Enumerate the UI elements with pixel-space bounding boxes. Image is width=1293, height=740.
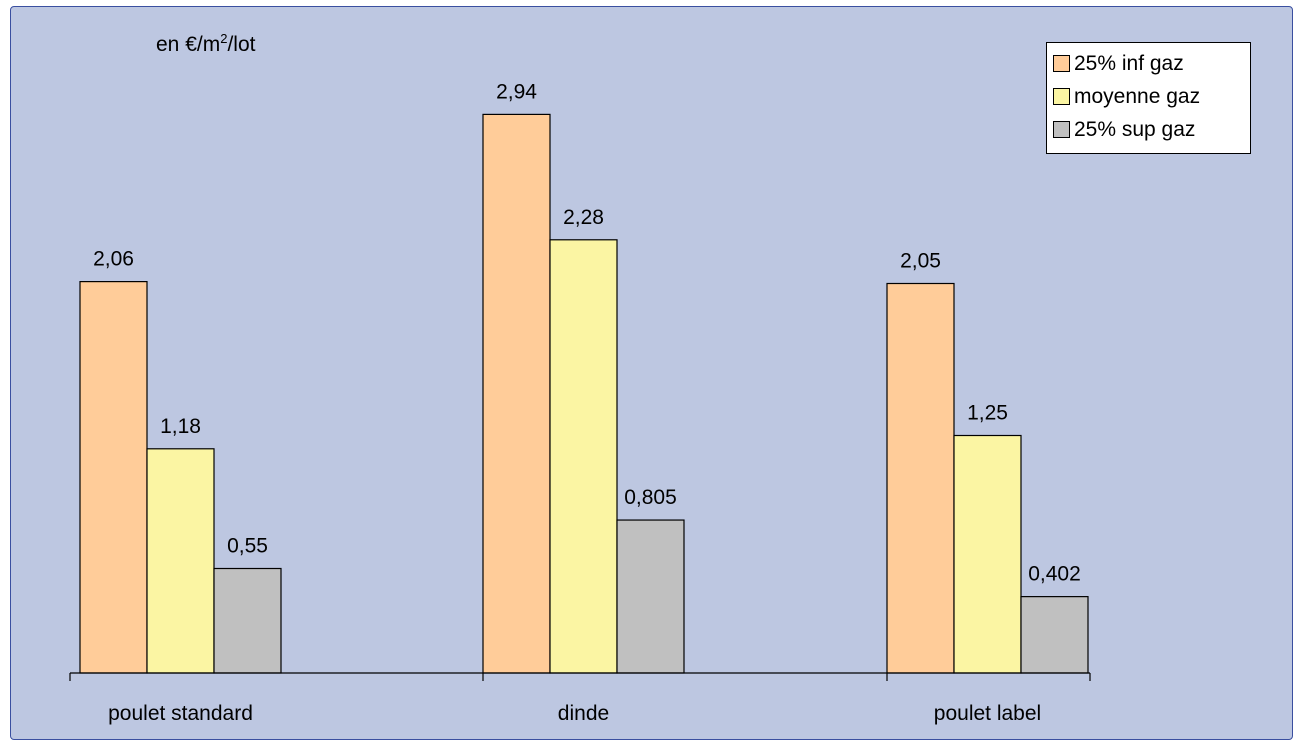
category-label-2: poulet label <box>934 702 1041 725</box>
data-label-1-1: 2,28 <box>563 206 604 229</box>
data-label-2-1: 1,25 <box>967 402 1008 425</box>
unit-label: en €/m2/lot <box>156 31 255 57</box>
bar-2-2 <box>1020 596 1089 674</box>
category-label-1: dinde <box>558 702 609 725</box>
legend-label-0: 25% inf gaz <box>1074 51 1184 75</box>
data-label-0-0: 2,06 <box>93 248 134 271</box>
bar-2-1 <box>953 434 1022 674</box>
legend-swatch-0 <box>1053 55 1070 72</box>
legend-swatch-1 <box>1053 88 1070 105</box>
unit-label-sup: 2 <box>220 31 228 46</box>
bar-1-1 <box>549 239 618 674</box>
bar-0-1 <box>146 448 215 674</box>
data-label-2-2: 0,402 <box>1028 563 1081 586</box>
legend-item-0: 25% inf gaz <box>1053 47 1244 80</box>
unit-label-prefix: en €/m <box>156 33 221 56</box>
category-label-0: poulet standard <box>108 702 253 725</box>
data-label-1-0: 2,94 <box>496 80 537 103</box>
bar-0-2 <box>213 567 282 674</box>
unit-label-suffix: /lot <box>227 33 256 56</box>
bar-2-0 <box>886 282 955 674</box>
bar-1-0 <box>482 113 551 674</box>
data-label-2-0: 2,05 <box>900 250 941 273</box>
legend-swatch-2 <box>1053 121 1070 138</box>
legend-label-1: moyenne gaz <box>1074 84 1201 108</box>
bar-0-0 <box>79 281 148 674</box>
chart-legend: 25% inf gaz moyenne gaz 25% sup gaz <box>1046 42 1251 154</box>
data-label-0-1: 1,18 <box>160 415 201 438</box>
data-label-1-2: 0,805 <box>624 486 677 509</box>
legend-label-2: 25% sup gaz <box>1074 117 1196 141</box>
legend-item-2: 25% sup gaz <box>1053 113 1244 146</box>
legend-item-1: moyenne gaz <box>1053 80 1244 113</box>
bar-1-2 <box>616 519 685 674</box>
data-label-0-2: 0,55 <box>227 535 268 558</box>
